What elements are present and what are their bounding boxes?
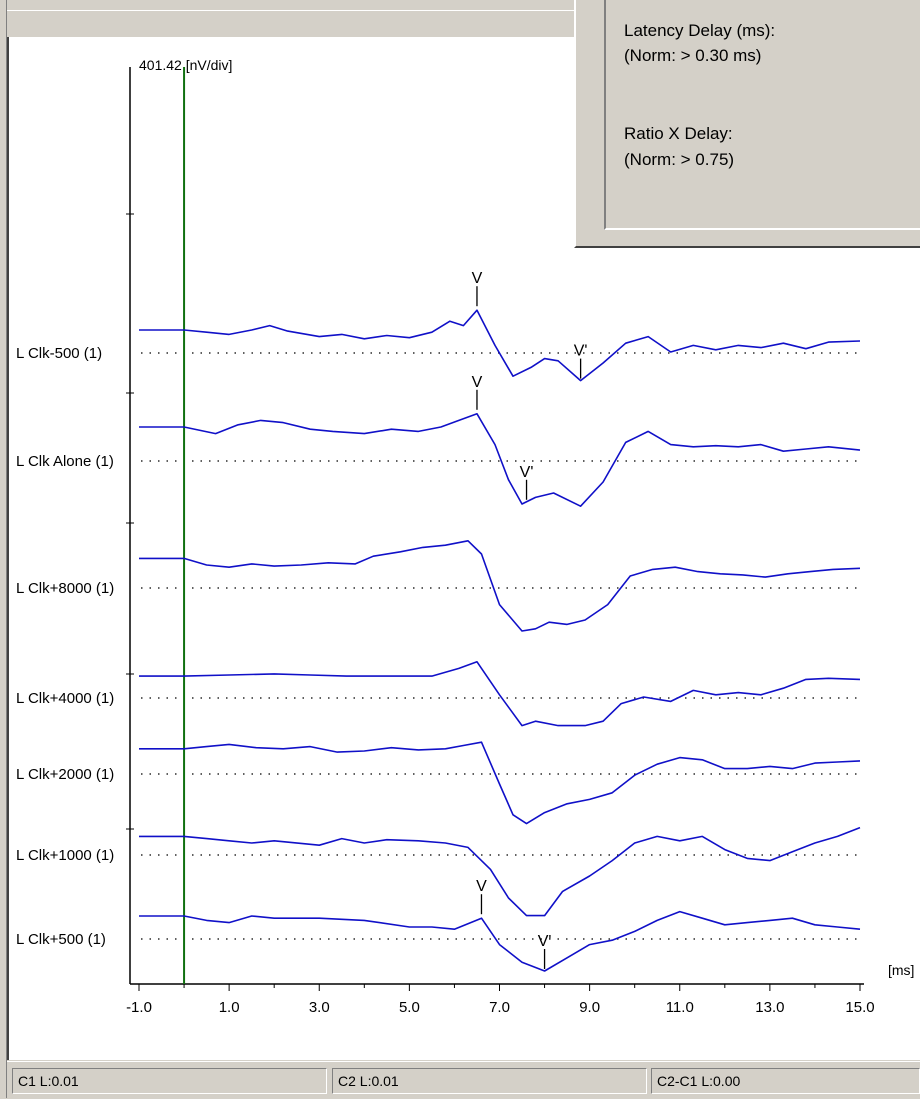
waveform-trace [139,826,861,917]
trace-label: L Clk+500 (1) [16,931,106,948]
status-cursor-diff: C2-C1 L:0.00 [651,1068,920,1094]
waveform-trace [139,309,861,382]
peak-label: V' [520,464,534,481]
trace-label: L Clk+1000 (1) [16,847,114,864]
waveform-trace [139,412,861,508]
x-tick-label: 3.0 [309,999,330,1016]
x-tick-label: 9.0 [579,999,600,1016]
latency-delay-norm: (Norm: > 0.30 ms) [624,46,762,65]
ratio-delay-label: Ratio X Delay: [624,124,733,143]
latency-delay-label: Latency Delay (ms): [624,21,776,40]
peak-label: V [476,878,487,895]
x-tick-label: 11.0 [666,999,694,1016]
x-tick-label: -1.0 [126,999,152,1016]
window-left-border [0,0,7,1098]
trace-label: L Clk Alone (1) [16,453,114,470]
latency-info-panel: Latency Delay (ms): (Norm: > 0.30 ms) Ra… [574,0,920,248]
waveform-chart[interactable]: -1.0 1.0 3.0 5.0 7.0 9.0 11.0 13.0 15.0 L Clk-50… [9,37,920,1060]
trace-label: L Clk+8000 (1) [16,580,114,597]
peak-label: V [472,374,483,391]
x-tick-label: 7.0 [489,999,510,1016]
waveform-trace [139,741,861,825]
status-bar: C1 L:0.01 C2 L:0.01 C2-C1 L:0.00 [7,1061,920,1099]
latency-info-inner [604,0,920,230]
x-tick-label: 1.0 [219,999,240,1016]
waveform-trace [139,910,861,972]
scale-label: 401.42 [nV/div] [139,57,232,73]
x-tick-label: 5.0 [399,999,420,1016]
peak-label: V' [574,343,588,360]
trace-label: L Clk-500 (1) [16,345,102,362]
trace-label: L Clk+2000 (1) [16,766,114,783]
status-cursor-1: C1 L:0.01 [12,1068,327,1094]
trace-label: L Clk+4000 (1) [16,690,114,707]
peak-label: V [472,270,483,287]
waveform-trace [139,539,861,632]
x-tick-label: 13.0 [755,999,784,1016]
peak-label: V' [538,933,552,950]
waveform-trace [139,660,861,727]
x-tick-label: 15.0 [845,999,874,1016]
status-cursor-2: C2 L:0.01 [332,1068,647,1094]
ratio-delay-norm: (Norm: > 0.75) [624,150,735,169]
x-axis-unit-label: [ms] [888,962,914,978]
